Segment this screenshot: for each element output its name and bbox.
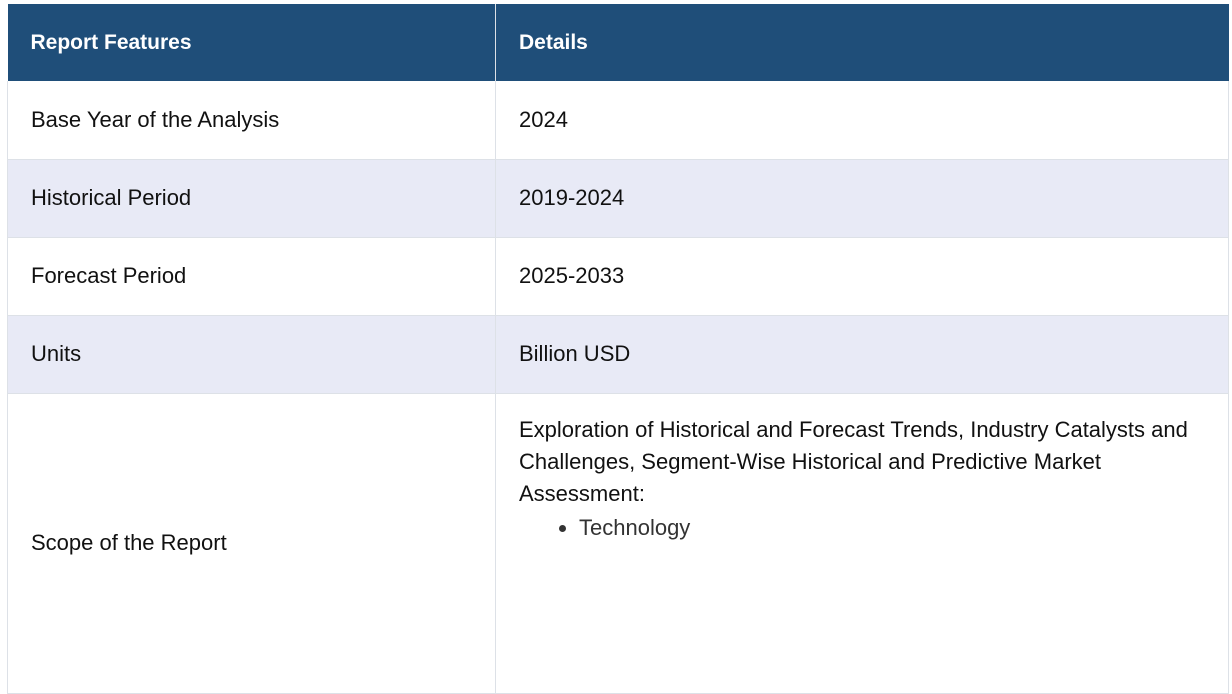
detail-cell: 2024 [495,81,1229,160]
header-report-features: Report Features [7,4,496,81]
scope-list: Technology [519,512,1228,544]
detail-cell-scope: Exploration of Historical and Forecast T… [495,393,1229,694]
table-row: Units Billion USD [7,315,1229,394]
feature-cell-scope: Scope of the Report [7,393,496,694]
table-row: Base Year of the Analysis 2024 [7,81,1229,160]
table-header-row: Report Features Details [7,4,1229,81]
table-row-scope: Scope of the Report Exploration of Histo… [7,393,1229,694]
detail-cell: 2019-2024 [495,159,1229,238]
scope-description: Exploration of Historical and Forecast T… [519,416,1188,506]
detail-cell: 2025-2033 [495,237,1229,316]
feature-cell: Base Year of the Analysis [7,81,496,160]
feature-cell: Units [7,315,496,394]
report-table-container: Report Features Details Base Year of the… [7,4,1229,694]
header-details: Details [495,4,1229,81]
feature-cell: Forecast Period [7,237,496,316]
table-row: Historical Period 2019-2024 [7,159,1229,238]
feature-cell: Historical Period [7,159,496,238]
report-features-table: Report Features Details Base Year of the… [7,4,1229,694]
table-row: Forecast Period 2025-2033 [7,237,1229,316]
scope-list-item: Technology [579,512,1228,544]
detail-cell: Billion USD [495,315,1229,394]
